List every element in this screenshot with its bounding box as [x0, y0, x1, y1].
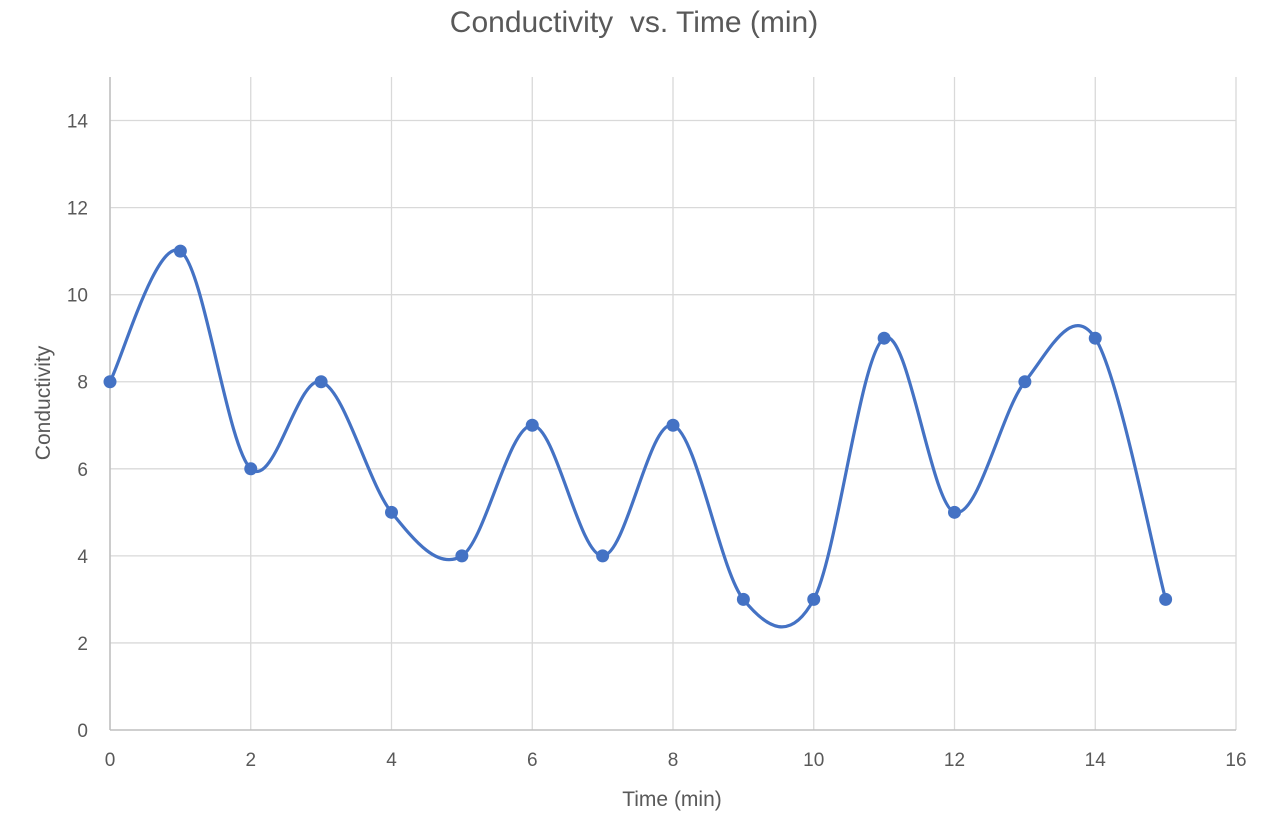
x-tick-label-6: 6	[527, 750, 538, 771]
data-point-1	[173, 244, 187, 258]
axes	[109, 77, 1236, 731]
x-axis-title: Time (min)	[622, 788, 722, 811]
y-tick-label-14: 14	[67, 112, 89, 133]
data-point-13	[1018, 375, 1032, 389]
y-tick-label-8: 8	[77, 373, 88, 394]
x-tick-label-10: 10	[803, 750, 824, 771]
data-point-8	[666, 418, 680, 432]
x-tick-label-8: 8	[668, 750, 679, 771]
data-point-4	[385, 505, 398, 519]
x-tick-label-0: 0	[105, 750, 116, 771]
tick-labels: 0 2 4 6 8 10 12 14 16 0 2 4 6 8 10 12 14	[67, 112, 1247, 771]
series-layer	[103, 244, 1173, 629]
x-tick-label-16: 16	[1225, 750, 1246, 771]
data-point-12	[948, 505, 961, 519]
y-axis-title: Conductivity	[32, 345, 55, 460]
series-line-0	[108, 248, 1168, 629]
data-point-14	[1088, 331, 1102, 345]
chart-title: Conductivity vs. Time (min)	[449, 6, 819, 39]
y-tick-label-0: 0	[77, 721, 88, 742]
grid-lines	[109, 77, 1237, 730]
x-tick-label-2: 2	[245, 750, 256, 771]
x-tick-label-14: 14	[1085, 750, 1107, 771]
y-tick-label-10: 10	[67, 286, 88, 307]
data-point-7	[596, 549, 610, 563]
data-point-2	[244, 462, 258, 476]
data-point-5	[455, 549, 469, 563]
data-point-3	[314, 375, 328, 389]
data-point-6	[525, 418, 539, 432]
y-tick-label-12: 12	[67, 199, 88, 220]
y-tick-label-2: 2	[77, 634, 88, 655]
x-tick-label-12: 12	[944, 750, 965, 771]
data-point-0	[103, 375, 117, 389]
data-point-9	[736, 592, 750, 606]
data-point-11	[877, 331, 891, 345]
data-point-15	[1159, 592, 1173, 606]
data-point-10	[807, 592, 821, 606]
y-tick-label-4: 4	[77, 547, 88, 568]
x-tick-label-4: 4	[386, 750, 397, 771]
y-tick-label-6: 6	[77, 460, 88, 481]
